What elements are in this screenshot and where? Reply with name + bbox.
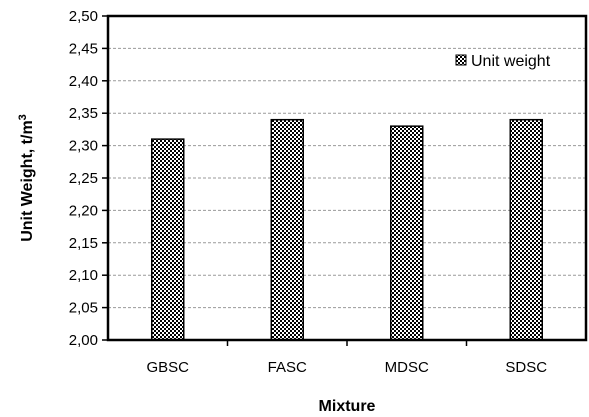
y-tick-label: 2,25 [69,170,98,187]
x-axis-ticks: GBSC FASC MDSC SDSC [146,340,547,376]
bars [151,118,543,341]
y-tick-label: 2,15 [69,235,98,252]
x-tick-label: SDSC [505,359,547,376]
y-tick-label: 2,45 [69,40,98,57]
plot-area-frame [106,14,588,342]
y-tick-label: 2,40 [69,73,98,90]
y-tick-label: 2,00 [69,332,98,349]
legend-swatch [455,54,467,66]
bar-mdsc [390,125,424,341]
y-axis-title-superscript: 3 [17,114,29,120]
y-axis-title-text: Unit Weight, t/m [19,120,36,241]
bar-fasc [270,118,304,341]
legend: Unit weight [455,53,551,70]
y-axis-title: Unit Weight, t/m3 [17,114,36,242]
y-tick-label: 2,20 [69,202,98,219]
y-tick-label: 2,35 [69,105,98,122]
x-tick-label: GBSC [146,359,189,376]
x-axis-title: Mixture [319,398,376,415]
y-tick-label: 2,05 [69,300,98,317]
x-tick-label: FASC [268,359,307,376]
y-tick-label: 2,30 [69,138,98,155]
legend-label: Unit weight [471,53,551,70]
y-axis-ticks: 2,00 2,05 2,10 2,15 2,20 2,25 2,30 2,35 2,40 2,45… [69,8,108,349]
y-tick-label: 2,10 [69,267,98,284]
x-tick-label: MDSC [385,359,429,376]
y-tick-label: 2,50 [69,8,98,25]
bar-gbsc [151,138,185,341]
bar-sdsc [509,118,543,341]
